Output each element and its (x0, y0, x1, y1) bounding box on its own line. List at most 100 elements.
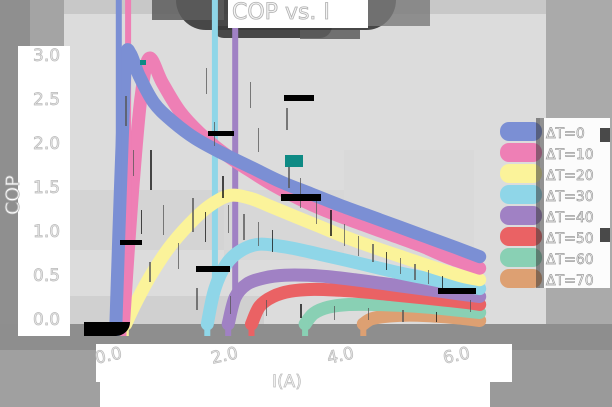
compression-streak-artifact (196, 288, 198, 310)
series-start-stub (360, 320, 367, 336)
compression-streak-artifact (133, 150, 134, 176)
compression-streak-artifact (288, 162, 290, 188)
xaxis-title: I(A) (272, 372, 303, 393)
legend-swatch-icon (500, 122, 542, 141)
compression-streak-artifact (163, 205, 164, 235)
xlabel-plate (100, 372, 490, 407)
compression-streak-artifact (286, 108, 288, 130)
artifact-blk-7 (120, 240, 142, 245)
legend-swatch-icon (500, 143, 542, 162)
ytick-0: 0.0 (33, 310, 61, 331)
compression-streak-artifact (250, 82, 251, 108)
legend-entry-1[interactable] (500, 142, 542, 163)
legend-panel (540, 118, 610, 288)
compression-streak-artifact (258, 128, 259, 152)
ytick-25: 2.5 (33, 90, 61, 111)
legend-swatch-icon (500, 164, 542, 183)
compression-streak-artifact (192, 198, 194, 232)
compression-streak-artifact (222, 176, 224, 198)
ytick-1: 1.0 (33, 222, 61, 243)
ytick-2: 2.0 (33, 134, 61, 155)
compression-streak-artifact (386, 252, 387, 270)
compression-streak-artifact (205, 212, 206, 242)
legend-label-0: ΔT=0 (546, 126, 585, 143)
series-line-T0 (109, 43, 487, 331)
compression-streak-artifact (368, 308, 369, 320)
chart-title: COP vs. I (232, 0, 331, 25)
compression-streak-artifact (470, 300, 471, 312)
compression-streak-artifact (372, 244, 374, 262)
artifact-blk-1 (84, 322, 130, 336)
yaxis-label-plate (18, 46, 70, 336)
compression-streak-artifact (125, 96, 127, 126)
legend-label-2: ΔT=20 (546, 168, 594, 185)
backdrop-band-bottom2 (0, 350, 100, 407)
legend-label-5: ΔT=50 (546, 231, 594, 248)
compression-streak-artifact (206, 68, 207, 94)
compression-streak-artifact (428, 270, 429, 284)
compression-streak-artifact (230, 296, 231, 314)
compression-streak-artifact (334, 306, 335, 320)
compression-streak-artifact (300, 304, 302, 318)
artifact-title-smear-3 (360, 0, 430, 26)
compression-streak-artifact (178, 243, 179, 269)
legend-entry-4[interactable] (500, 205, 542, 226)
series-line-T70 (356, 308, 487, 331)
legend-label-4: ΔT=40 (546, 210, 594, 227)
ytick-3: 3.0 (33, 46, 61, 67)
series-spike-artifact (115, 0, 122, 236)
artifact-legend-edge-3 (600, 228, 610, 242)
compression-streak-artifact (358, 236, 359, 256)
legend-entry-2[interactable] (500, 163, 542, 184)
compression-streak-artifact (330, 210, 332, 236)
series-line-T60 (298, 297, 487, 331)
series-line-T30 (200, 237, 487, 331)
compression-streak-artifact (149, 262, 151, 282)
artifact-legend-edge (536, 118, 544, 288)
compression-streak-artifact (442, 276, 443, 290)
legend-swatch-icon (500, 227, 542, 246)
legend-label-7: ΔT=70 (546, 273, 594, 290)
series-start-stub (302, 320, 309, 336)
artifact-blk-4 (438, 288, 476, 294)
series-line-T20 (119, 188, 487, 331)
compression-streak-artifact (436, 312, 437, 322)
series-start-stub (204, 320, 211, 336)
series-start-stub (248, 320, 255, 336)
legend-entry-6[interactable] (500, 247, 542, 268)
compression-streak-artifact (258, 222, 259, 246)
compression-streak-artifact (414, 264, 416, 280)
compression-streak-artifact (300, 178, 301, 208)
ytick-05: 0.5 (33, 266, 61, 287)
legend-entry-5[interactable] (500, 226, 542, 247)
ytick-15: 1.5 (33, 178, 61, 199)
compression-streak-artifact (150, 150, 152, 190)
compression-streak-artifact (316, 196, 317, 224)
series-line-T50 (245, 282, 487, 331)
series-spike-artifact (232, 0, 239, 298)
compression-streak-artifact (228, 205, 229, 233)
compression-streak-artifact (141, 210, 142, 234)
legend-swatch-icon (500, 206, 542, 225)
legend-entry-0[interactable] (500, 121, 542, 142)
compression-streak-artifact (266, 300, 267, 316)
title-plate (228, 0, 368, 28)
legend-label-3: ΔT=30 (546, 189, 594, 206)
legend-swatch-icon (500, 248, 542, 267)
artifact-teal-1 (285, 155, 303, 167)
artifact-blk-2 (281, 194, 321, 201)
artifact-title-smear-2 (152, 0, 224, 20)
artifact-title-smear-5 (300, 30, 360, 39)
legend-label-1: ΔT=10 (546, 147, 594, 164)
artifact-blk-3 (196, 266, 230, 272)
compression-streak-artifact (272, 230, 273, 252)
compression-streak-artifact (344, 224, 345, 246)
artifact-blk-5 (284, 95, 314, 101)
legend-swatch-icon (500, 185, 542, 204)
compression-streak-artifact (400, 258, 401, 274)
series-line-T40 (221, 268, 487, 331)
legend-entry-3[interactable] (500, 184, 542, 205)
series-start-stub (225, 320, 232, 336)
legend-entry-7[interactable] (500, 268, 542, 289)
